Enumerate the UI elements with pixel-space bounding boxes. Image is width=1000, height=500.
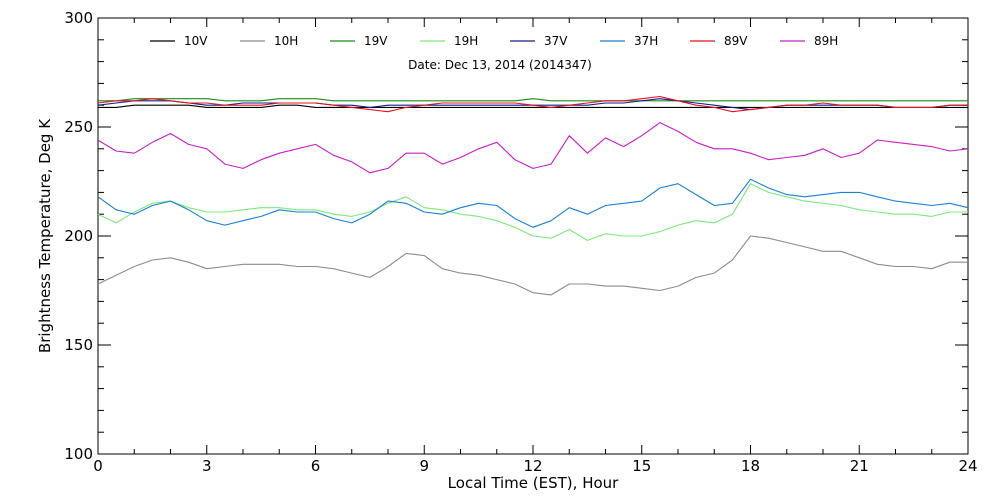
series-line-37h xyxy=(97,178,969,228)
legend-label-10v: 10V xyxy=(184,34,208,48)
series-line-19h xyxy=(97,183,968,241)
x-tick-label: 18 xyxy=(741,457,760,475)
x-tick-label: 3 xyxy=(202,457,212,475)
legend-label-10h: 10H xyxy=(274,34,298,48)
legend-label-37h: 37H xyxy=(634,34,658,48)
x-tick-label: 24 xyxy=(958,457,977,475)
series-lines xyxy=(97,95,969,296)
date-annotation: Date: Dec 13, 2014 (2014347) xyxy=(408,58,592,72)
x-tick-label: 9 xyxy=(419,457,429,475)
y-tick-label: 300 xyxy=(64,9,93,27)
axis-ticks: 0 3 6 9 12 15 18 21 24 100 150 200 250 300 xyxy=(64,9,977,475)
legend: 10V 10H 19V 19H 37V 37H 89V 89H xyxy=(150,34,838,48)
x-tick-label: 6 xyxy=(311,457,321,475)
x-tick-label: 15 xyxy=(632,457,651,475)
legend-label-89v: 89V xyxy=(724,34,748,48)
x-tick-label: 21 xyxy=(850,457,869,475)
series-line-10h xyxy=(97,235,968,296)
y-tick-label: 100 xyxy=(64,445,93,463)
y-tick-label: 250 xyxy=(64,118,93,136)
y-tick-label: 150 xyxy=(64,336,93,354)
legend-label-19v: 19V xyxy=(364,34,388,48)
x-tick-label: 0 xyxy=(93,457,103,475)
series-line-89v xyxy=(97,95,968,113)
series-line-89h xyxy=(97,122,969,174)
legend-label-37v: 37V xyxy=(544,34,568,48)
series-line-19v xyxy=(98,98,968,102)
x-axis-title: Local Time (EST), Hour xyxy=(448,474,619,492)
y-tick-label: 200 xyxy=(64,227,93,245)
y-axis-title: Brightness Temperature, Deg K xyxy=(36,118,54,353)
series-line-10v xyxy=(98,104,968,108)
x-tick-label: 12 xyxy=(523,457,542,475)
legend-label-19h: 19H xyxy=(454,34,478,48)
legend-label-89h: 89H xyxy=(814,34,838,48)
